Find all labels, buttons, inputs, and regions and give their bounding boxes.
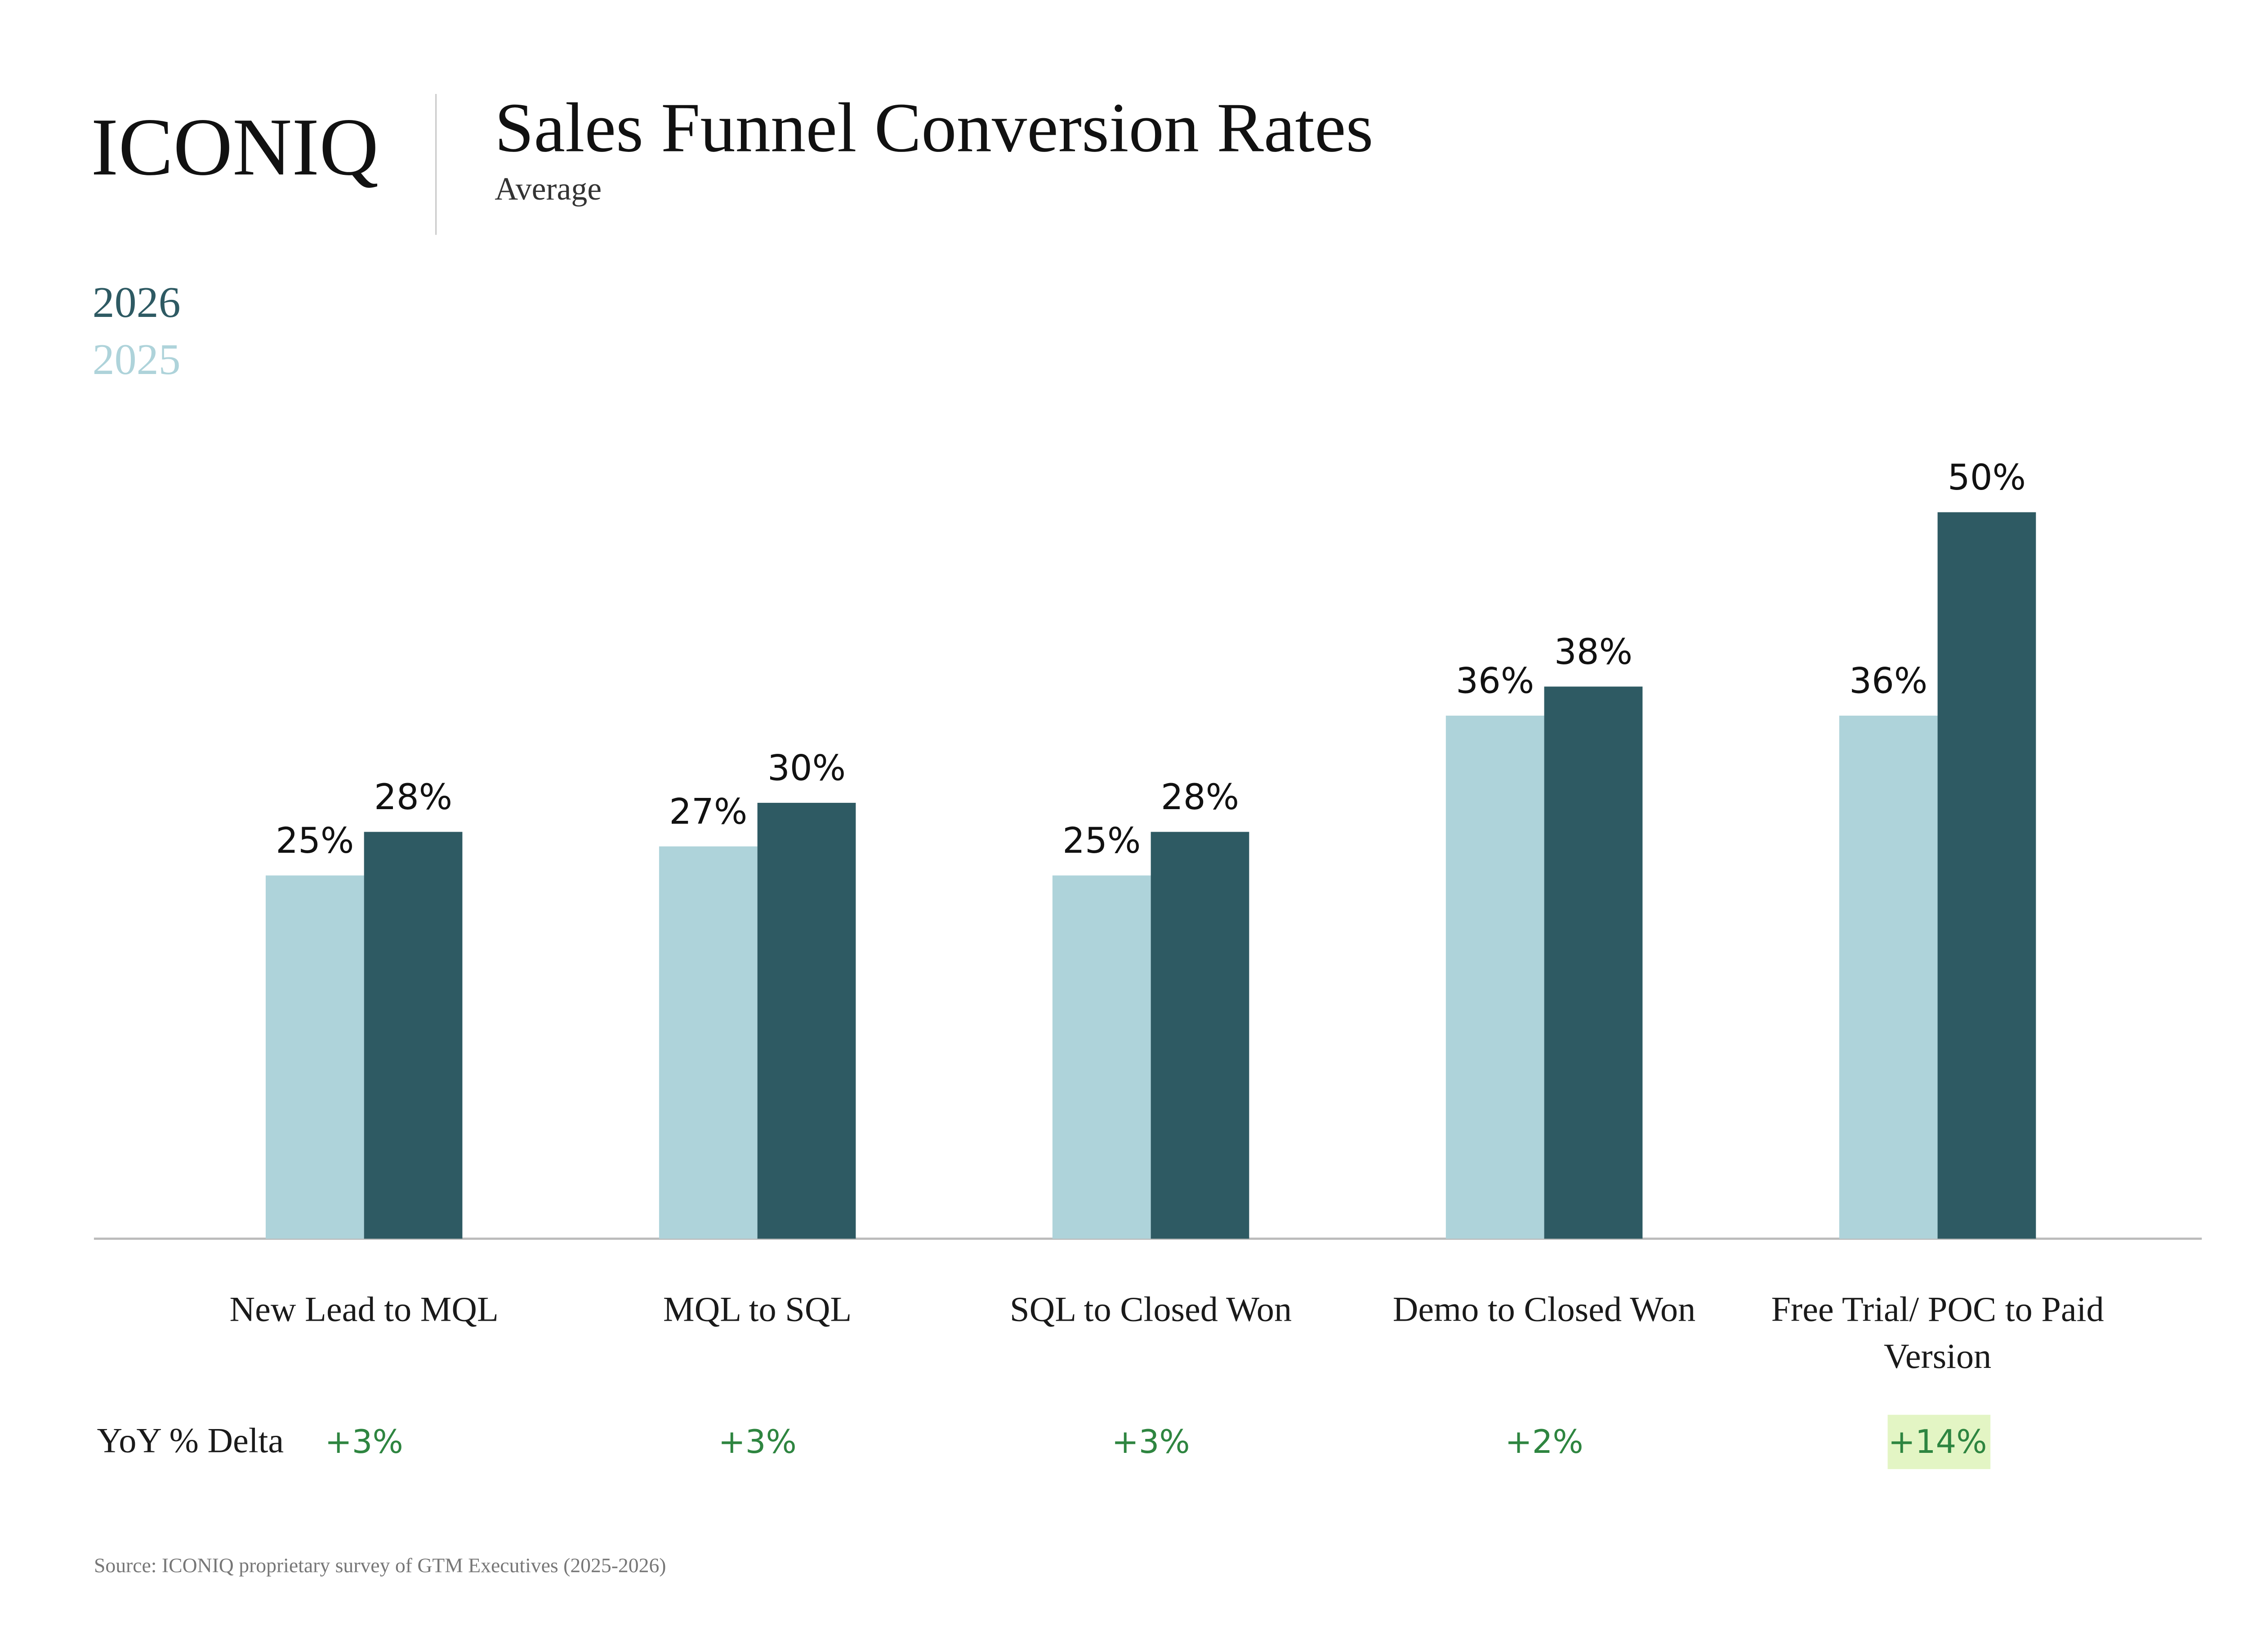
x-tick-label: MQL to SQL [663,1291,852,1330]
legend-entry: 2025 [93,335,181,384]
delta-row-label: YoY % Delta [97,1421,284,1460]
bar [1544,686,1643,1239]
x-tick-label-box: New Lead to MQL [229,1291,499,1330]
bar [1052,875,1151,1239]
bar [1839,715,1938,1239]
x-tick-label: Demo to Closed Won [1392,1291,1696,1330]
bar [1445,715,1544,1239]
logo: ICONIQ [91,101,379,192]
x-tick-label-box: MQL to SQL [663,1291,852,1330]
chart-title: Sales Funnel Conversion Rates [495,88,1373,166]
bar [265,875,364,1239]
x-tick-label: SQL to Closed Won [1010,1291,1292,1330]
delta-label: +3% [1112,1423,1190,1461]
x-tick-label-box: SQL to Closed Won [1010,1291,1292,1330]
value-label: 38% [1554,632,1632,672]
value-label: 36% [1456,661,1534,702]
legend-entry: 2026 [93,278,181,327]
x-tick-label-box: Free Trial/ POC to Paid Version [1771,1291,2104,1377]
bar [757,802,856,1239]
chart-subtitle: Average [495,171,602,207]
source: Source: ICONIQ proprietary survey of GTM… [94,1554,666,1576]
delta-label: +2% [1505,1423,1583,1461]
bar [1151,832,1249,1239]
delta-label: +14% [1888,1423,1987,1461]
value-label: 50% [1948,457,2026,498]
x-tick-label: Free Trial/ POC to Paid Version [1771,1291,2104,1377]
value-label: 36% [1849,661,1927,702]
delta-label: +3% [325,1423,403,1461]
bar [659,846,758,1239]
delta-highlight [1887,1415,1991,1469]
bar [1937,512,2036,1239]
value-label: 27% [669,792,747,833]
bar [364,832,463,1239]
value-label: 25% [276,820,354,861]
delta-label: +3% [718,1423,797,1461]
value-label: 25% [1062,820,1141,861]
x-tick-label-box: Demo to Closed Won [1392,1291,1696,1330]
value-label: 28% [1161,777,1239,818]
value-label: 28% [374,777,452,818]
value-label: 30% [767,748,846,789]
x-tick-label: New Lead to MQL [229,1291,499,1330]
